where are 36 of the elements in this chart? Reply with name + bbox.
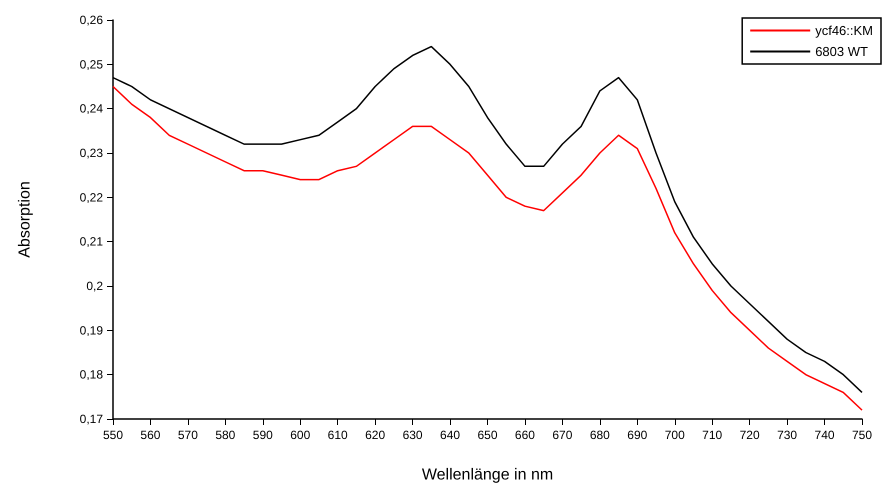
- x-tick-label: 620: [365, 428, 386, 442]
- x-tick-label: 750: [852, 428, 872, 442]
- y-tick-label: 0,21: [80, 234, 104, 249]
- y-tick-label: 0,17: [80, 412, 104, 426]
- x-tick-label: 630: [402, 428, 423, 442]
- legend-label: 6803 WT: [815, 44, 868, 59]
- x-tick-label: 640: [440, 428, 460, 442]
- x-tick-label: 680: [590, 428, 610, 442]
- x-tick-label: 740: [814, 428, 835, 442]
- y-tick-label: 0,22: [80, 190, 104, 204]
- x-tick-label: 690: [627, 428, 648, 442]
- x-tick-label: 550: [102, 428, 124, 442]
- x-tick-label: 710: [702, 428, 723, 442]
- line-series: [112, 86, 863, 411]
- x-tick-label: 720: [740, 428, 760, 442]
- y-tick-label: 0,24: [80, 102, 104, 116]
- x-tick-label: 730: [777, 428, 798, 442]
- y-tick-label: 0,2: [86, 279, 104, 293]
- x-tick-label: 670: [552, 428, 573, 442]
- x-tick-label: 660: [514, 428, 536, 442]
- x-tick-label: 700: [664, 428, 686, 442]
- x-tick-label: 570: [178, 428, 198, 442]
- y-tick-label: 0,25: [80, 57, 104, 72]
- x-tick-label: 580: [215, 428, 236, 442]
- x-tick-label: 650: [477, 428, 498, 442]
- x-tick-label: 600: [290, 428, 311, 442]
- y-axis-title: Absorption: [16, 181, 34, 258]
- x-tick-label: 610: [328, 428, 348, 442]
- y-tick-label: 0,23: [80, 146, 104, 160]
- x-axis-title: Wellenlänge in nm: [422, 466, 554, 484]
- x-tick-label: 590: [252, 428, 274, 442]
- y-tick-label: 0,26: [80, 13, 104, 27]
- y-tick-label: 0,19: [80, 323, 104, 338]
- y-tick-label: 0,18: [80, 368, 104, 382]
- x-tick-label: 560: [140, 428, 161, 442]
- legend-label: ycf46::KM: [815, 23, 873, 38]
